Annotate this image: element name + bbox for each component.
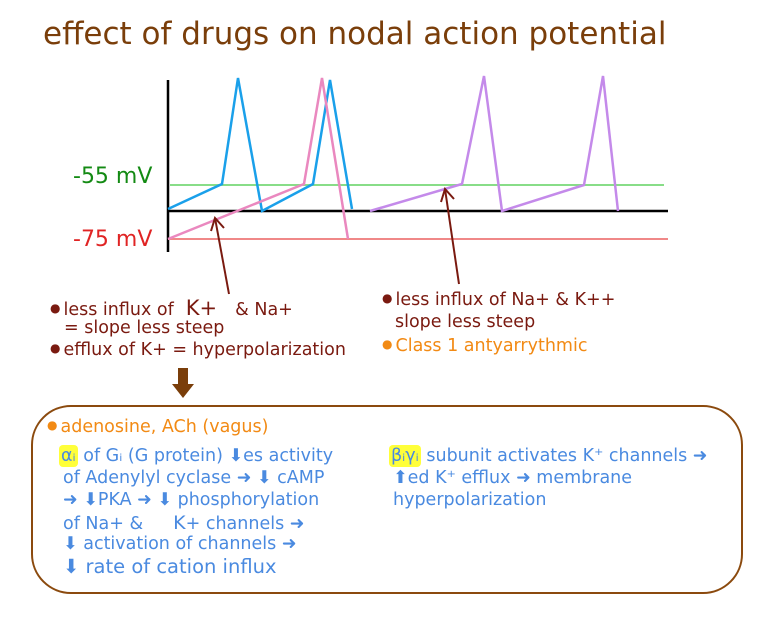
hyperpolarized-trace <box>167 77 350 241</box>
left-note-1-na: & Na+ <box>235 300 293 320</box>
left-note-1: ● less influx of K+ & Na+ <box>50 296 293 320</box>
right-note-2: slope less steep <box>395 312 536 332</box>
alpha-line-3: ➜ ⬇PKA ➜ ⬇ phosphorylation <box>63 490 320 510</box>
bullet: ● <box>382 291 393 305</box>
beta-gamma-subunit-tag: βᵢγᵢ <box>389 445 421 467</box>
right-note-1-text: less influx of Na+ & K++ <box>395 290 616 310</box>
alpha-line-1: αᵢ of Gᵢ (G protein) ⬇es activity <box>59 445 334 467</box>
alpha-line-4-text: of Na+ & <box>63 514 144 534</box>
threshold-label: -55 mV <box>73 164 153 189</box>
mechanism-box <box>31 405 743 594</box>
box-heading-text: adenosine, ACh (vagus) <box>60 417 269 437</box>
right-note-3: ● Class 1 antyarrythmic <box>382 336 587 356</box>
rest-potential-label: -75 mV <box>73 227 153 252</box>
alpha-line-4: of Na+ & K+ channels ➜ <box>63 512 304 534</box>
class1-drug-trace <box>369 75 620 213</box>
alpha-line-5: ⬇ activation of channels ➜ <box>63 534 297 554</box>
alpha-subunit-tag: αᵢ <box>59 445 78 467</box>
beta-line-1-text: subunit activates K⁺ channels ➜ <box>426 446 708 466</box>
normal-action-potential-trace <box>167 77 354 213</box>
bullet: ● <box>382 337 393 351</box>
page-title: effect of drugs on nodal action potentia… <box>43 16 667 52</box>
bullet: ● <box>50 301 61 315</box>
alpha-line-2: of Adenylyl cyclase ➜ ⬇ cAMP <box>63 468 325 488</box>
left-note-3-text: efflux of K+ = hyperpolarization <box>63 340 346 360</box>
bullet: ● <box>47 418 58 432</box>
left-note-2: = slope less steep <box>64 318 225 338</box>
beta-line-1: βᵢγᵢ subunit activates K⁺ channels ➜ <box>389 445 708 467</box>
left-note-3: ● efflux of K+ = hyperpolarization <box>50 340 346 360</box>
left-note-1-text: less influx of <box>63 300 174 320</box>
right-annotation-arrow <box>440 187 460 285</box>
right-note-3-text: Class 1 antyarrythmic <box>395 336 588 356</box>
beta-line-2: ⬆ed K⁺ efflux ➜ membrane <box>393 468 633 488</box>
beta-line-3: hyperpolarization <box>393 490 547 510</box>
right-note-1: ● less influx of Na+ & K++ <box>382 290 615 310</box>
alpha-line-6: ⬇ rate of cation influx <box>63 555 277 578</box>
left-annotation-arrow <box>210 216 230 295</box>
alpha-line-1-text: of Gᵢ (G protein) ⬇es activity <box>83 446 334 466</box>
bullet: ● <box>50 341 61 355</box>
box-heading: ● adenosine, ACh (vagus) <box>47 417 268 437</box>
left-note-1-k: K+ <box>185 296 218 320</box>
alpha-line-4-k: K <box>173 512 186 534</box>
alpha-line-4-channels: + channels ➜ <box>185 514 305 534</box>
down-arrow-icon <box>172 368 194 398</box>
